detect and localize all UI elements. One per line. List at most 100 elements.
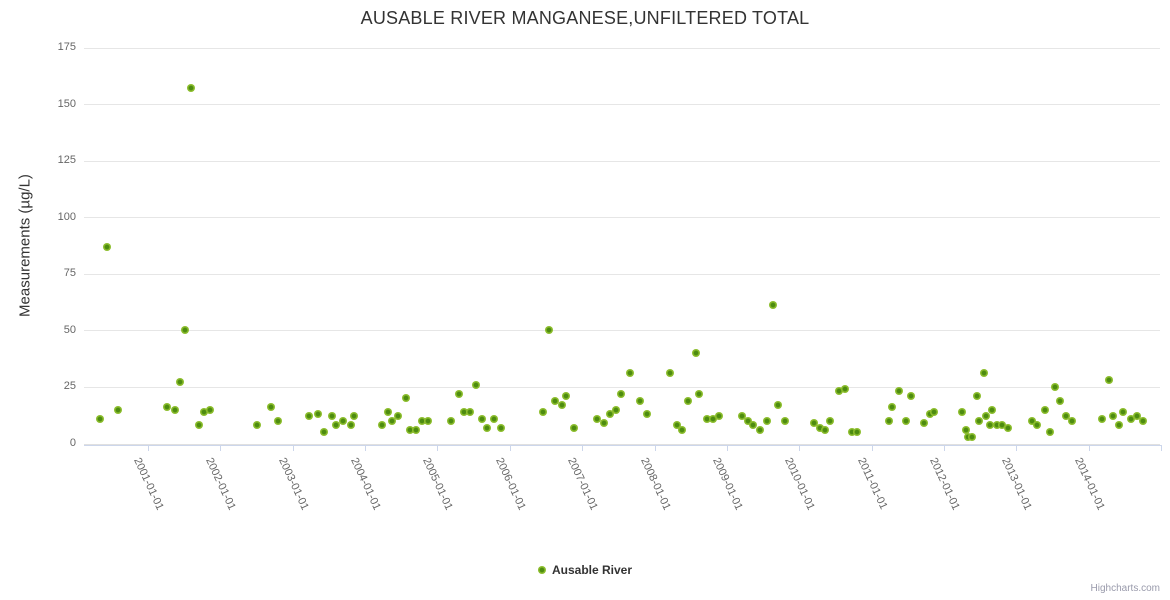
data-point[interactable] [756,425,765,434]
data-point[interactable] [906,391,915,400]
data-point[interactable] [929,407,938,416]
data-point[interactable] [113,405,122,414]
data-point[interactable] [350,412,359,421]
data-point[interactable] [762,416,771,425]
data-point[interactable] [418,416,427,425]
data-point[interactable] [569,423,578,432]
data-point[interactable] [981,412,990,421]
data-point[interactable] [961,425,970,434]
data-point[interactable] [162,403,171,412]
data-point[interactable] [743,416,752,425]
data-point[interactable] [810,419,819,428]
data-point[interactable] [714,412,723,421]
data-point[interactable] [636,396,645,405]
data-point[interactable] [1032,421,1041,430]
data-point[interactable] [780,416,789,425]
data-point[interactable] [1138,416,1147,425]
data-point[interactable] [992,421,1001,430]
data-point[interactable] [393,412,402,421]
data-point[interactable] [483,423,492,432]
data-point[interactable] [405,425,414,434]
data-point[interactable] [383,407,392,416]
data-point[interactable] [1133,412,1142,421]
data-point[interactable] [1118,407,1127,416]
data-point[interactable] [551,396,560,405]
data-point[interactable] [665,369,674,378]
data-point[interactable] [748,421,757,430]
data-point[interactable] [848,428,857,437]
data-point[interactable] [199,407,208,416]
data-point[interactable] [1115,421,1124,430]
data-point[interactable] [920,419,929,428]
data-point[interactable] [605,410,614,419]
data-point[interactable] [1127,414,1136,423]
data-point[interactable] [887,403,896,412]
data-point[interactable] [902,416,911,425]
data-point[interactable] [672,421,681,430]
data-point[interactable] [691,348,700,357]
data-point[interactable] [768,301,777,310]
data-point[interactable] [557,401,566,410]
data-point[interactable] [985,421,994,430]
data-point[interactable] [489,414,498,423]
data-point[interactable] [925,410,934,419]
data-point[interactable] [840,385,849,394]
data-point[interactable] [455,389,464,398]
data-point[interactable] [958,407,967,416]
data-point[interactable] [180,326,189,335]
data-point[interactable] [979,369,988,378]
data-point[interactable] [304,412,313,421]
data-point[interactable] [339,416,348,425]
data-point[interactable] [314,410,323,419]
data-point[interactable] [853,428,862,437]
legend-item-ausable-river[interactable]: Ausable River [537,563,632,577]
highcharts-credit-link[interactable]: Highcharts.com [1090,583,1160,594]
data-point[interactable] [1098,414,1107,423]
data-point[interactable] [447,416,456,425]
data-point[interactable] [617,389,626,398]
data-point[interactable] [347,421,356,430]
data-point[interactable] [95,414,104,423]
data-point[interactable] [612,405,621,414]
data-point[interactable] [1028,416,1037,425]
data-point[interactable] [459,407,468,416]
data-point[interactable] [497,423,506,432]
data-point[interactable] [963,432,972,441]
data-point[interactable] [968,432,977,441]
data-point[interactable] [424,416,433,425]
data-point[interactable] [170,405,179,414]
data-point[interactable] [599,419,608,428]
data-point[interactable] [678,425,687,434]
data-point[interactable] [471,380,480,389]
data-point[interactable] [1050,382,1059,391]
data-point[interactable] [592,414,601,423]
data-point[interactable] [332,421,341,430]
data-point[interactable] [175,378,184,387]
data-point[interactable] [1068,416,1077,425]
data-point[interactable] [835,387,844,396]
data-point[interactable] [102,242,111,251]
data-point[interactable] [401,394,410,403]
data-point[interactable] [703,414,712,423]
data-point[interactable] [773,401,782,410]
data-point[interactable] [821,425,830,434]
data-point[interactable] [327,412,336,421]
data-point[interactable] [974,416,983,425]
data-point[interactable] [997,421,1006,430]
data-point[interactable] [885,416,893,425]
data-point[interactable] [695,389,704,398]
data-point[interactable] [1046,428,1055,437]
data-point[interactable] [988,405,997,414]
data-point[interactable] [319,428,328,437]
data-point[interactable] [267,403,276,412]
data-point[interactable] [1108,412,1117,421]
data-point[interactable] [377,421,386,430]
data-point[interactable] [625,369,634,378]
data-point[interactable] [478,414,487,423]
data-point[interactable] [206,405,215,414]
data-point[interactable] [683,396,692,405]
data-point[interactable] [562,391,571,400]
data-point[interactable] [826,416,835,425]
data-point[interactable] [1104,376,1113,385]
data-point[interactable] [709,414,718,423]
